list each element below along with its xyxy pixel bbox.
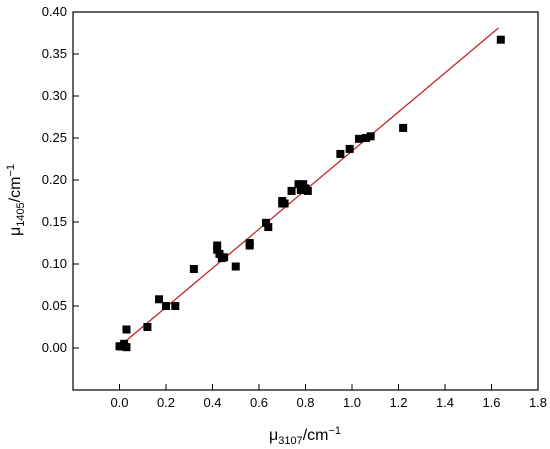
y-tick-label: 0.25 (42, 130, 67, 145)
x-tick-label: 1.8 (529, 395, 547, 410)
y-axis-title-base: μ (7, 227, 24, 236)
data-point (155, 295, 164, 304)
y-tick-label: 0.00 (42, 340, 67, 355)
y-tick-label: 0.40 (42, 4, 67, 19)
data-point (264, 223, 273, 232)
data-point (213, 245, 222, 254)
x-tick-label: 1.0 (343, 395, 361, 410)
data-points (115, 35, 505, 352)
data-point (122, 325, 131, 334)
x-axis-title-sup: −1 (328, 425, 341, 437)
y-axis-title-sub: 1405 (15, 202, 27, 226)
y-tick-label: 0.20 (42, 172, 67, 187)
x-axis-title: μ3107/cm−1 (269, 425, 341, 447)
x-tick-label: 1.4 (436, 395, 454, 410)
data-point (231, 262, 240, 271)
data-point (162, 302, 170, 310)
data-point (220, 253, 229, 262)
y-axis-title-sup: −1 (5, 164, 17, 177)
x-tick-label: 0.0 (110, 395, 128, 410)
data-point (296, 186, 305, 195)
data-point (215, 249, 224, 258)
data-point (294, 180, 303, 189)
x-tick-label: 0.4 (203, 395, 221, 410)
data-point (354, 134, 363, 143)
y-axis-title-unit: /cm (7, 177, 24, 203)
data-point (345, 144, 354, 153)
x-axis-title-unit: /cm (303, 427, 329, 444)
data-point (261, 218, 270, 227)
x-tick-label: 0.6 (250, 395, 268, 410)
y-tick-label: 0.10 (42, 256, 67, 271)
data-point (336, 149, 345, 158)
x-tick-label: 0.8 (296, 395, 314, 410)
data-point (303, 186, 312, 195)
data-point (496, 35, 505, 44)
x-axis-title-sub: 3107 (278, 435, 302, 447)
y-axis-title: μ1405/cm−1 (5, 164, 27, 236)
y-axis-ticks: 0.00 0.05 0.10 0.15 0.20 0.25 0.30 0.35 0.40 (42, 4, 79, 355)
data-point (287, 186, 296, 195)
data-point (245, 241, 254, 250)
data-point (143, 323, 152, 331)
data-point (189, 265, 198, 274)
y-tick-label: 0.15 (42, 214, 67, 229)
data-point (366, 132, 375, 141)
data-point (399, 123, 408, 132)
y-tick-label: 0.35 (42, 46, 67, 61)
data-point (361, 134, 370, 142)
x-tick-label: 0.2 (157, 395, 175, 410)
x-axis-ticks: 0.0 0.2 0.4 0.6 0.8 1.0 1.2 1.4 1.6 1.8 (110, 384, 547, 410)
x-axis-title-base: μ (269, 427, 278, 444)
y-tick-label: 0.30 (42, 88, 67, 103)
data-point (280, 199, 289, 208)
y-tick-label: 0.05 (42, 298, 67, 313)
data-point (213, 241, 222, 250)
x-tick-label: 1.6 (482, 395, 500, 410)
data-point (171, 302, 180, 310)
x-tick-label: 1.2 (389, 395, 407, 410)
data-point (122, 343, 131, 352)
data-point (299, 180, 308, 189)
plot-frame (72, 11, 539, 391)
